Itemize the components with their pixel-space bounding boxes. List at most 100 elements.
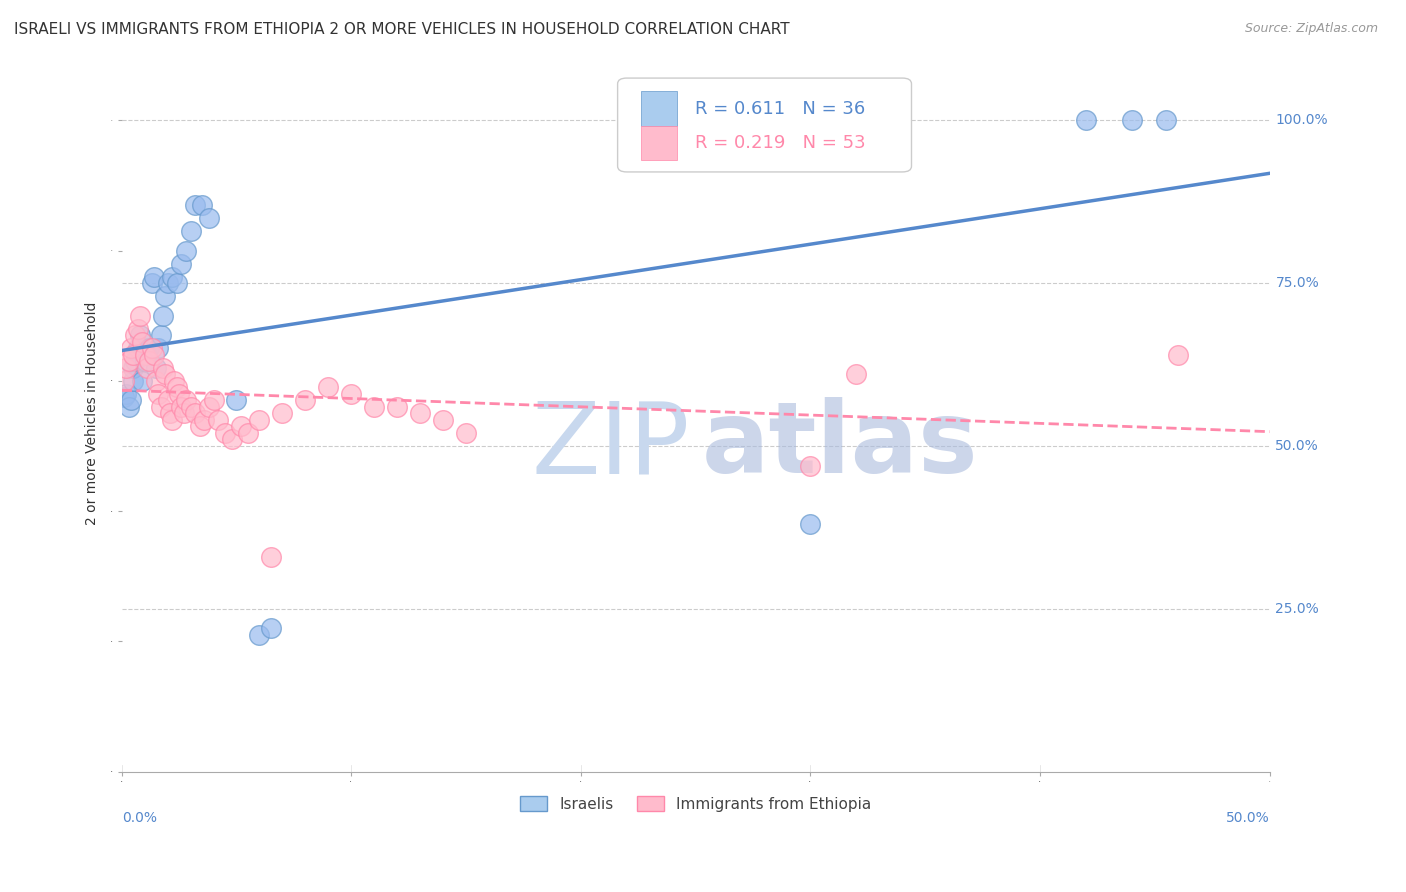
Point <box>207 413 229 427</box>
Point <box>229 419 252 434</box>
FancyBboxPatch shape <box>641 91 678 126</box>
Point <box>134 348 156 362</box>
Point <box>115 387 138 401</box>
Point <box>1121 113 1143 128</box>
Point <box>112 390 135 404</box>
Point <box>142 269 165 284</box>
Point <box>249 628 271 642</box>
Point <box>799 458 821 473</box>
Point <box>432 413 454 427</box>
Point <box>191 198 214 212</box>
Point <box>294 393 316 408</box>
Point <box>1074 113 1097 128</box>
Point <box>166 276 188 290</box>
Point <box>225 393 247 408</box>
Point <box>167 387 190 401</box>
Point <box>214 425 236 440</box>
Point <box>120 341 142 355</box>
Point <box>117 354 139 368</box>
Text: ISRAELI VS IMMIGRANTS FROM ETHIOPIA 2 OR MORE VEHICLES IN HOUSEHOLD CORRELATION : ISRAELI VS IMMIGRANTS FROM ETHIOPIA 2 OR… <box>14 22 790 37</box>
Text: R = 0.219   N = 53: R = 0.219 N = 53 <box>695 134 865 153</box>
Point <box>170 400 193 414</box>
Point <box>180 400 202 414</box>
Point <box>124 354 146 368</box>
Point <box>131 374 153 388</box>
Point <box>454 425 477 440</box>
Point <box>134 354 156 368</box>
Point <box>221 433 243 447</box>
Point <box>160 269 183 284</box>
Point <box>198 400 221 414</box>
Point <box>156 276 179 290</box>
Point <box>188 419 211 434</box>
Text: R = 0.611   N = 36: R = 0.611 N = 36 <box>695 100 865 118</box>
Point <box>129 328 152 343</box>
Point <box>152 309 174 323</box>
Point <box>166 380 188 394</box>
Point <box>122 348 145 362</box>
Point <box>155 289 177 303</box>
Text: 100.0%: 100.0% <box>1275 113 1329 128</box>
Point <box>141 341 163 355</box>
Point <box>149 400 172 414</box>
Point <box>124 328 146 343</box>
FancyBboxPatch shape <box>641 126 678 161</box>
Point <box>260 549 283 564</box>
Point <box>193 413 215 427</box>
Point <box>160 413 183 427</box>
Point <box>136 348 159 362</box>
Point <box>318 380 340 394</box>
Text: ZIP: ZIP <box>531 397 690 494</box>
Text: 50.0%: 50.0% <box>1275 439 1319 453</box>
Y-axis label: 2 or more Vehicles in Household: 2 or more Vehicles in Household <box>86 301 100 525</box>
Point <box>1156 113 1178 128</box>
Point <box>202 393 225 408</box>
Point <box>120 393 142 408</box>
Text: Source: ZipAtlas.com: Source: ZipAtlas.com <box>1244 22 1378 36</box>
Point <box>174 393 197 408</box>
Point <box>363 400 385 414</box>
Point <box>122 360 145 375</box>
Point <box>163 374 186 388</box>
Point <box>136 360 159 375</box>
Point <box>155 368 177 382</box>
Point <box>170 257 193 271</box>
Point <box>173 406 195 420</box>
Point <box>117 400 139 414</box>
Point <box>112 374 135 388</box>
Point <box>129 309 152 323</box>
Point <box>198 211 221 225</box>
Point <box>236 425 259 440</box>
Point <box>799 517 821 532</box>
Point <box>115 360 138 375</box>
Point <box>152 360 174 375</box>
Point <box>1167 348 1189 362</box>
Point <box>184 406 207 420</box>
Point <box>127 341 149 355</box>
Point <box>142 348 165 362</box>
FancyBboxPatch shape <box>617 78 911 172</box>
Text: atlas: atlas <box>702 397 979 494</box>
Text: 50.0%: 50.0% <box>1226 811 1270 825</box>
Point <box>184 198 207 212</box>
Point <box>138 341 160 355</box>
Point <box>141 276 163 290</box>
Text: 75.0%: 75.0% <box>1275 277 1319 290</box>
Point <box>156 393 179 408</box>
Point <box>145 374 167 388</box>
Legend: Israelis, Immigrants from Ethiopia: Israelis, Immigrants from Ethiopia <box>513 789 877 818</box>
Point <box>249 413 271 427</box>
Point <box>148 387 170 401</box>
Point <box>159 406 181 420</box>
Point <box>174 244 197 258</box>
Point <box>340 387 363 401</box>
Point <box>409 406 432 420</box>
Text: 25.0%: 25.0% <box>1275 602 1319 615</box>
Point <box>387 400 409 414</box>
Point <box>122 374 145 388</box>
Point <box>145 360 167 375</box>
Point <box>127 322 149 336</box>
Point <box>149 328 172 343</box>
Point <box>180 224 202 238</box>
Point <box>131 334 153 349</box>
